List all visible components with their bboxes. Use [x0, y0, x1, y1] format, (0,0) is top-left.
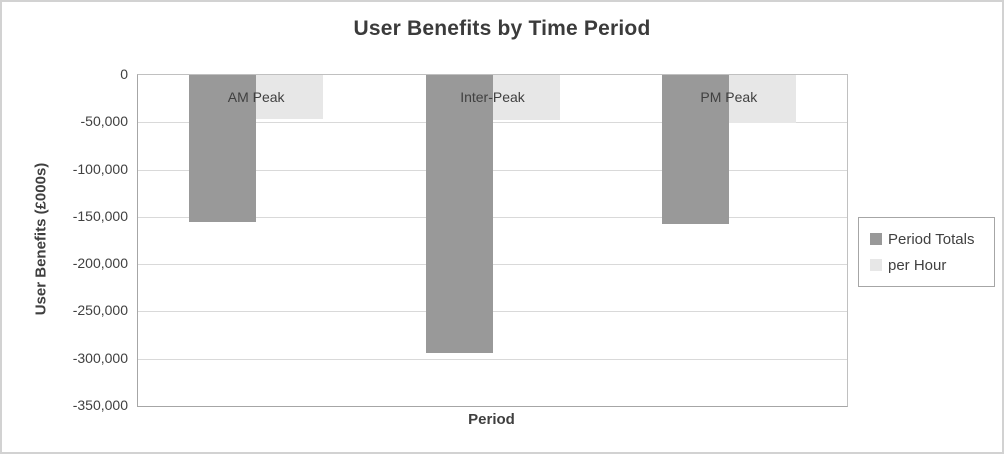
bar-period-totals-inter-peak [425, 75, 493, 353]
y-tick-label: -100,000 [72, 160, 128, 177]
legend-item-period-totals: Period Totals [870, 226, 990, 252]
bar-period-totals-pm-peak [661, 75, 729, 225]
y-tick-label: -250,000 [72, 302, 128, 319]
legend-label: Period Totals [888, 230, 975, 248]
legend: Period Totals per Hour [858, 217, 995, 287]
gridline [138, 311, 847, 313]
y-axis-title: User Benefits (£000s) [32, 162, 50, 316]
bar-per-hour-inter-peak [492, 75, 560, 121]
y-tick-label: -50,000 [80, 113, 128, 130]
y-tick-label: -350,000 [72, 397, 128, 413]
category-label-am-peak: AM Peak [227, 89, 285, 105]
y-tick-label: -200,000 [72, 255, 128, 272]
gridline [138, 358, 847, 360]
x-axis-title: Period [468, 411, 515, 428]
gridline [138, 216, 847, 218]
legend-swatch [870, 259, 882, 271]
bar-period-totals-am-peak [189, 75, 257, 222]
gridline [138, 169, 847, 171]
chart-title: User Benefits by Time Period [353, 17, 651, 40]
gridline [138, 264, 847, 266]
bar-per-hour-pm-peak [728, 75, 796, 124]
legend-label: per Hour [888, 256, 947, 274]
category-label-pm-peak: PM Peak [700, 89, 758, 105]
plot-area: AM Peak Inter-Peak PM Peak [137, 74, 848, 407]
y-tick-label: 0 [120, 66, 128, 82]
y-tick-label: -150,000 [72, 207, 128, 224]
bar-per-hour-am-peak [256, 75, 324, 119]
legend-item-per-hour: per Hour [870, 252, 990, 278]
gridline [138, 122, 847, 124]
legend-swatch [870, 233, 882, 245]
y-tick-label: -300,000 [72, 349, 128, 366]
category-label-inter-peak: Inter-Peak [460, 89, 525, 105]
